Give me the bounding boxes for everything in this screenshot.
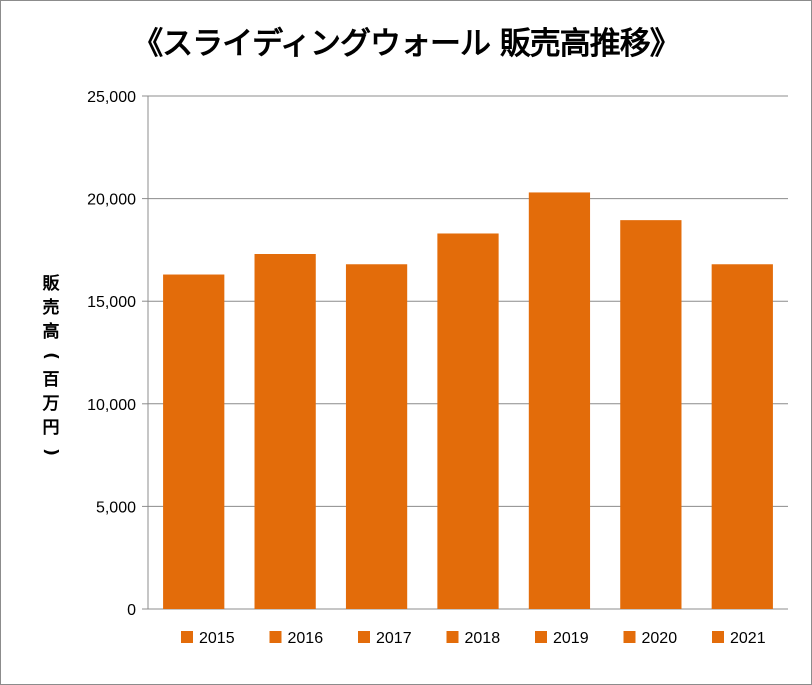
y-axis-label: 販売高(百万円): [41, 274, 61, 456]
y-tick-label: 0: [127, 602, 136, 619]
bar-2018: [437, 233, 499, 609]
legend-swatch: [181, 631, 193, 643]
y-tick-label: 20,000: [87, 192, 136, 209]
bar-2019: [528, 192, 591, 609]
bar-2015: [163, 274, 225, 609]
legend-swatch: [446, 631, 459, 643]
y-tick-label: 25,000: [87, 89, 136, 106]
legend-label: 2015: [199, 630, 235, 647]
legend-label: 2018: [465, 630, 501, 647]
bar-2017: [345, 264, 408, 609]
legend-label: 2021: [730, 630, 766, 647]
legend-label: 2017: [376, 630, 412, 647]
bar-2021: [711, 264, 773, 609]
legend-swatch: [623, 631, 636, 643]
legend-label: 2019: [553, 630, 589, 647]
bar-2016: [254, 254, 316, 609]
legend-swatch: [358, 631, 370, 643]
legend-label: 2020: [642, 630, 678, 647]
y-tick-label: 10,000: [87, 397, 136, 414]
legend-swatch: [269, 631, 282, 643]
y-tick-label: 15,000: [87, 294, 136, 311]
chart-title: 《スライディングウォール 販売高推移》: [132, 26, 681, 62]
legend-swatch: [535, 631, 547, 643]
bar-2020: [620, 220, 682, 609]
legend-label: 2016: [288, 630, 324, 647]
legend-swatch: [712, 631, 724, 643]
y-tick-label: 5,000: [96, 499, 136, 516]
